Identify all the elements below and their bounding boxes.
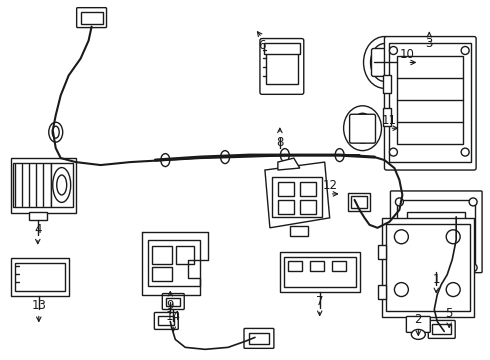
Ellipse shape	[370, 44, 398, 81]
FancyBboxPatch shape	[244, 328, 274, 348]
Bar	[332, 261, 345, 271]
Bar	[249, 333, 269, 345]
FancyBboxPatch shape	[391, 191, 482, 273]
FancyBboxPatch shape	[385, 37, 476, 170]
Bar	[350, 196, 367, 208]
Bar	[272, 177, 322, 217]
Ellipse shape	[335, 149, 344, 162]
Circle shape	[394, 230, 408, 244]
Text: 13: 13	[31, 299, 46, 312]
Text: 10: 10	[400, 48, 415, 61]
Text: 1: 1	[433, 273, 440, 286]
Bar	[148, 240, 200, 285]
Bar	[278, 200, 294, 214]
Bar	[290, 226, 308, 236]
Bar	[387, 224, 470, 311]
Bar	[51, 163, 73, 207]
Ellipse shape	[343, 106, 382, 150]
FancyBboxPatch shape	[371, 49, 399, 76]
Ellipse shape	[364, 37, 405, 88]
Text: 9: 9	[167, 299, 174, 312]
Bar	[13, 163, 51, 207]
FancyBboxPatch shape	[428, 320, 455, 338]
Text: 8: 8	[276, 136, 284, 149]
Bar	[158, 316, 174, 325]
Bar	[378, 245, 387, 259]
Circle shape	[394, 283, 408, 297]
Bar	[384, 108, 392, 126]
Bar	[378, 285, 387, 298]
Text: 2: 2	[415, 313, 422, 326]
Text: 14: 14	[166, 310, 181, 323]
Bar	[152, 267, 172, 280]
Text: 3: 3	[426, 37, 433, 50]
Circle shape	[469, 264, 477, 272]
Bar	[81, 12, 102, 24]
Bar	[284, 257, 356, 287]
Bar	[407, 212, 465, 252]
Text: 11: 11	[382, 114, 397, 127]
Ellipse shape	[52, 126, 59, 138]
Bar	[176, 246, 194, 264]
Bar	[288, 261, 302, 271]
Bar	[152, 246, 172, 264]
Text: 12: 12	[322, 180, 337, 193]
Bar	[266, 46, 298, 84]
Bar	[11, 158, 75, 213]
Bar	[15, 263, 65, 291]
FancyBboxPatch shape	[260, 39, 304, 94]
Text: 7: 7	[316, 295, 323, 308]
Ellipse shape	[49, 122, 63, 142]
Circle shape	[461, 46, 469, 54]
Bar	[300, 182, 316, 196]
Bar	[29, 212, 47, 220]
Bar	[432, 324, 451, 334]
Circle shape	[390, 46, 397, 54]
Ellipse shape	[57, 175, 67, 195]
Polygon shape	[265, 162, 330, 228]
Ellipse shape	[352, 113, 373, 143]
Text: 6: 6	[258, 39, 266, 52]
FancyBboxPatch shape	[448, 194, 464, 218]
Text: 5: 5	[445, 307, 453, 320]
FancyBboxPatch shape	[154, 312, 178, 329]
FancyBboxPatch shape	[76, 8, 106, 28]
Bar	[384, 75, 392, 93]
Bar	[383, 218, 474, 318]
Circle shape	[461, 148, 469, 156]
Ellipse shape	[161, 154, 170, 167]
FancyBboxPatch shape	[162, 293, 184, 310]
Bar	[280, 252, 360, 292]
Circle shape	[390, 148, 397, 156]
Circle shape	[395, 198, 403, 206]
Text: 4: 4	[34, 223, 42, 236]
Polygon shape	[278, 158, 300, 170]
Bar	[278, 182, 294, 196]
FancyBboxPatch shape	[349, 114, 375, 143]
Bar	[264, 42, 300, 54]
Circle shape	[446, 230, 460, 244]
Bar	[300, 200, 316, 214]
Bar	[166, 298, 180, 306]
Bar	[397, 57, 463, 144]
FancyBboxPatch shape	[406, 316, 430, 332]
Circle shape	[469, 198, 477, 206]
Circle shape	[446, 283, 460, 297]
Ellipse shape	[53, 167, 71, 202]
Bar	[11, 258, 69, 296]
Bar	[347, 193, 369, 211]
Ellipse shape	[220, 150, 229, 163]
Bar	[390, 42, 471, 162]
Circle shape	[395, 264, 403, 272]
Bar	[451, 198, 461, 214]
Ellipse shape	[280, 149, 289, 162]
Bar	[310, 261, 324, 271]
Ellipse shape	[412, 329, 425, 339]
Bar	[397, 200, 475, 264]
